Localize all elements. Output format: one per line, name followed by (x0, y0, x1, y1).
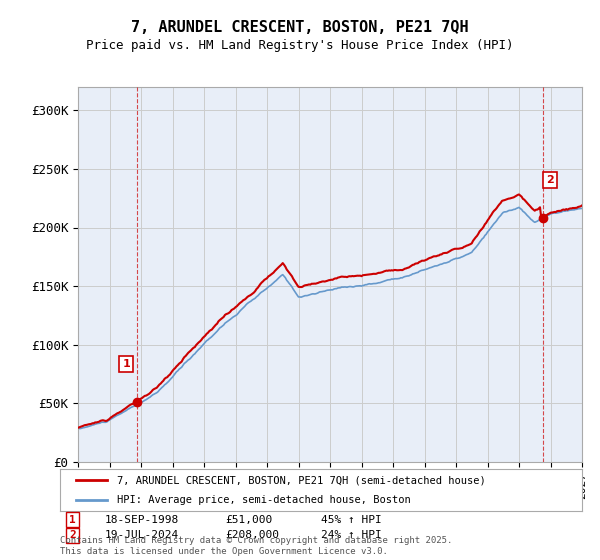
Text: 1: 1 (122, 359, 130, 369)
Text: £208,000: £208,000 (225, 530, 279, 540)
Text: Price paid vs. HM Land Registry's House Price Index (HPI): Price paid vs. HM Land Registry's House … (86, 39, 514, 52)
Text: 2: 2 (69, 530, 76, 540)
Text: 18-SEP-1998: 18-SEP-1998 (105, 515, 179, 525)
Text: 2: 2 (547, 175, 554, 185)
Text: 24% ↑ HPI: 24% ↑ HPI (321, 530, 382, 540)
Text: Contains HM Land Registry data © Crown copyright and database right 2025.
This d: Contains HM Land Registry data © Crown c… (60, 536, 452, 556)
Text: 7, ARUNDEL CRESCENT, BOSTON, PE21 7QH: 7, ARUNDEL CRESCENT, BOSTON, PE21 7QH (131, 20, 469, 35)
Text: 1: 1 (69, 515, 76, 525)
Text: HPI: Average price, semi-detached house, Boston: HPI: Average price, semi-detached house,… (118, 495, 411, 505)
Text: 7, ARUNDEL CRESCENT, BOSTON, PE21 7QH (semi-detached house): 7, ARUNDEL CRESCENT, BOSTON, PE21 7QH (s… (118, 475, 486, 486)
Text: £51,000: £51,000 (225, 515, 272, 525)
Text: 19-JUL-2024: 19-JUL-2024 (105, 530, 179, 540)
Text: 45% ↑ HPI: 45% ↑ HPI (321, 515, 382, 525)
